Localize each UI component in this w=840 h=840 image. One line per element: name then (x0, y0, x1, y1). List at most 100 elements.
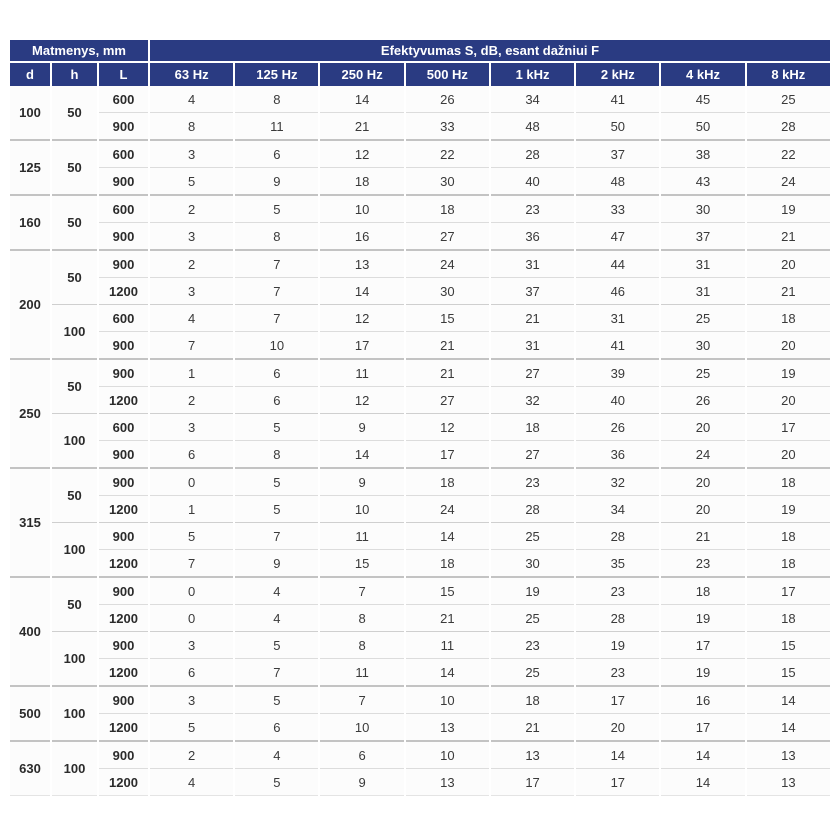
effectiveness-value-cell: 32 (490, 386, 575, 413)
effectiveness-value-cell: 7 (150, 549, 234, 576)
effectiveness-value-cell: 12 (405, 413, 489, 440)
effectiveness-value-cell: 8 (320, 631, 404, 658)
effectiveness-value-cell: 18 (490, 685, 575, 713)
freq-header-cell: 500 Hz (405, 63, 489, 86)
effectiveness-value-cell: 7 (235, 277, 319, 304)
effectiveness-value-cell: 5 (235, 685, 319, 713)
effectiveness-value-cell: 17 (490, 768, 575, 796)
effectiveness-value-cell: 18 (405, 549, 489, 576)
l-value-cell: 1200 (99, 768, 149, 796)
effectiveness-value-cell: 0 (150, 604, 234, 631)
effectiveness-value-cell: 15 (746, 631, 830, 658)
effectiveness-value-cell: 31 (661, 249, 745, 277)
l-value-cell: 900 (99, 685, 149, 713)
table-row: 1200 3 7 14 30 37 46 31 21 (10, 277, 830, 304)
effectiveness-value-cell: 19 (746, 194, 830, 222)
effectiveness-value-cell: 20 (576, 713, 660, 740)
effectiveness-value-cell: 26 (661, 386, 745, 413)
l-value-cell: 1200 (99, 658, 149, 685)
effectiveness-value-cell: 4 (150, 768, 234, 796)
effectiveness-value-cell: 18 (746, 304, 830, 331)
effectiveness-value-cell: 13 (746, 768, 830, 796)
effectiveness-value-cell: 19 (661, 604, 745, 631)
l-value-cell: 900 (99, 331, 149, 358)
table-row: 1200 1 5 10 24 28 34 20 19 (10, 495, 830, 522)
effectiveness-value-cell: 36 (490, 222, 575, 249)
effectiveness-value-cell: 14 (661, 768, 745, 796)
effectiveness-value-cell: 4 (150, 86, 234, 112)
table-row: 900 8 11 21 33 48 50 50 28 (10, 112, 830, 139)
effectiveness-value-cell: 7 (235, 249, 319, 277)
table-row: 100 900 3 5 8 11 23 19 17 15 (10, 631, 830, 685)
effectiveness-value-cell: 8 (235, 440, 319, 467)
d-value-cell: 160 (10, 194, 50, 249)
effectiveness-value-cell: 40 (490, 167, 575, 194)
effectiveness-value-cell: 9 (320, 768, 404, 796)
d-value-cell: 630 (10, 740, 50, 796)
effectiveness-value-cell: 18 (320, 167, 404, 194)
effectiveness-value-cell: 18 (746, 467, 830, 495)
effectiveness-value-cell: 6 (235, 139, 319, 167)
effectiveness-value-cell: 30 (405, 167, 489, 194)
effectiveness-value-cell: 20 (661, 467, 745, 495)
table-row: 1200 6 7 11 14 25 23 19 15 (10, 658, 830, 685)
dim-header-cell-h: h (52, 63, 97, 86)
effectiveness-value-cell: 15 (746, 658, 830, 685)
effectiveness-value-cell: 17 (576, 685, 660, 713)
l-value-cell: 600 (99, 139, 149, 167)
effectiveness-value-cell: 7 (235, 658, 319, 685)
effectiveness-value-cell: 10 (405, 685, 489, 713)
header-group-row: Matmenys, mm Efektyvumas S, dB, esant da… (10, 40, 830, 63)
effectiveness-value-cell: 10 (405, 740, 489, 768)
freq-header-cell: 125 Hz (235, 63, 319, 86)
effectiveness-value-cell: 33 (405, 112, 489, 139)
effectiveness-value-cell: 17 (746, 576, 830, 604)
effectiveness-value-cell: 2 (150, 194, 234, 222)
effectiveness-value-cell: 18 (746, 522, 830, 549)
effectiveness-value-cell: 10 (320, 713, 404, 740)
l-value-cell: 900 (99, 440, 149, 467)
effectiveness-value-cell: 8 (320, 604, 404, 631)
effectiveness-value-cell: 50 (576, 112, 660, 139)
effectiveness-value-cell: 14 (405, 658, 489, 685)
effectiveness-value-cell: 7 (320, 576, 404, 604)
effectiveness-value-cell: 18 (405, 467, 489, 495)
table-header: Matmenys, mm Efektyvumas S, dB, esant da… (10, 40, 830, 86)
effectiveness-value-cell: 3 (150, 685, 234, 713)
l-value-cell: 1200 (99, 604, 149, 631)
l-value-cell: 600 (99, 194, 149, 222)
effectiveness-value-cell: 11 (320, 358, 404, 386)
effectiveness-value-cell: 5 (235, 194, 319, 222)
effectiveness-value-cell: 20 (746, 440, 830, 467)
table-row: 315 50 900 0 5 9 18 23 32 20 18 (10, 467, 830, 576)
effectiveness-value-cell: 14 (576, 740, 660, 768)
table-row: 100 600 4 7 12 15 21 31 25 18 (10, 304, 830, 358)
table-body: 100 50 600 4 8 14 26 34 41 45 25 900 8 11 21 33 48 50 50 28… (10, 86, 830, 796)
effectiveness-value-cell: 2 (150, 386, 234, 413)
effectiveness-value-cell: 21 (746, 277, 830, 304)
effectiveness-value-cell: 46 (576, 277, 660, 304)
effectiveness-value-cell: 3 (150, 631, 234, 658)
effectiveness-value-cell: 17 (576, 768, 660, 796)
effectiveness-value-cell: 26 (576, 413, 660, 440)
effectiveness-value-cell: 11 (320, 522, 404, 549)
dimensions-header: Matmenys, mm (10, 40, 149, 63)
effectiveness-value-cell: 35 (576, 549, 660, 576)
effectiveness-value-cell: 3 (150, 277, 234, 304)
effectiveness-value-cell: 21 (490, 713, 575, 740)
effectiveness-value-cell: 13 (746, 740, 830, 768)
effectiveness-value-cell: 34 (490, 86, 575, 112)
effectiveness-value-cell: 45 (661, 86, 745, 112)
effectiveness-value-cell: 9 (235, 167, 319, 194)
effectiveness-value-cell: 1 (150, 495, 234, 522)
effectiveness-value-cell: 10 (320, 495, 404, 522)
effectiveness-value-cell: 21 (746, 222, 830, 249)
l-value-cell: 900 (99, 467, 149, 495)
l-value-cell: 900 (99, 167, 149, 194)
effectiveness-value-cell: 17 (746, 413, 830, 440)
effectiveness-value-cell: 26 (405, 86, 489, 112)
effectiveness-value-cell: 19 (490, 576, 575, 604)
effectiveness-value-cell: 22 (746, 139, 830, 167)
effectiveness-value-cell: 47 (576, 222, 660, 249)
effectiveness-value-cell: 25 (490, 658, 575, 685)
